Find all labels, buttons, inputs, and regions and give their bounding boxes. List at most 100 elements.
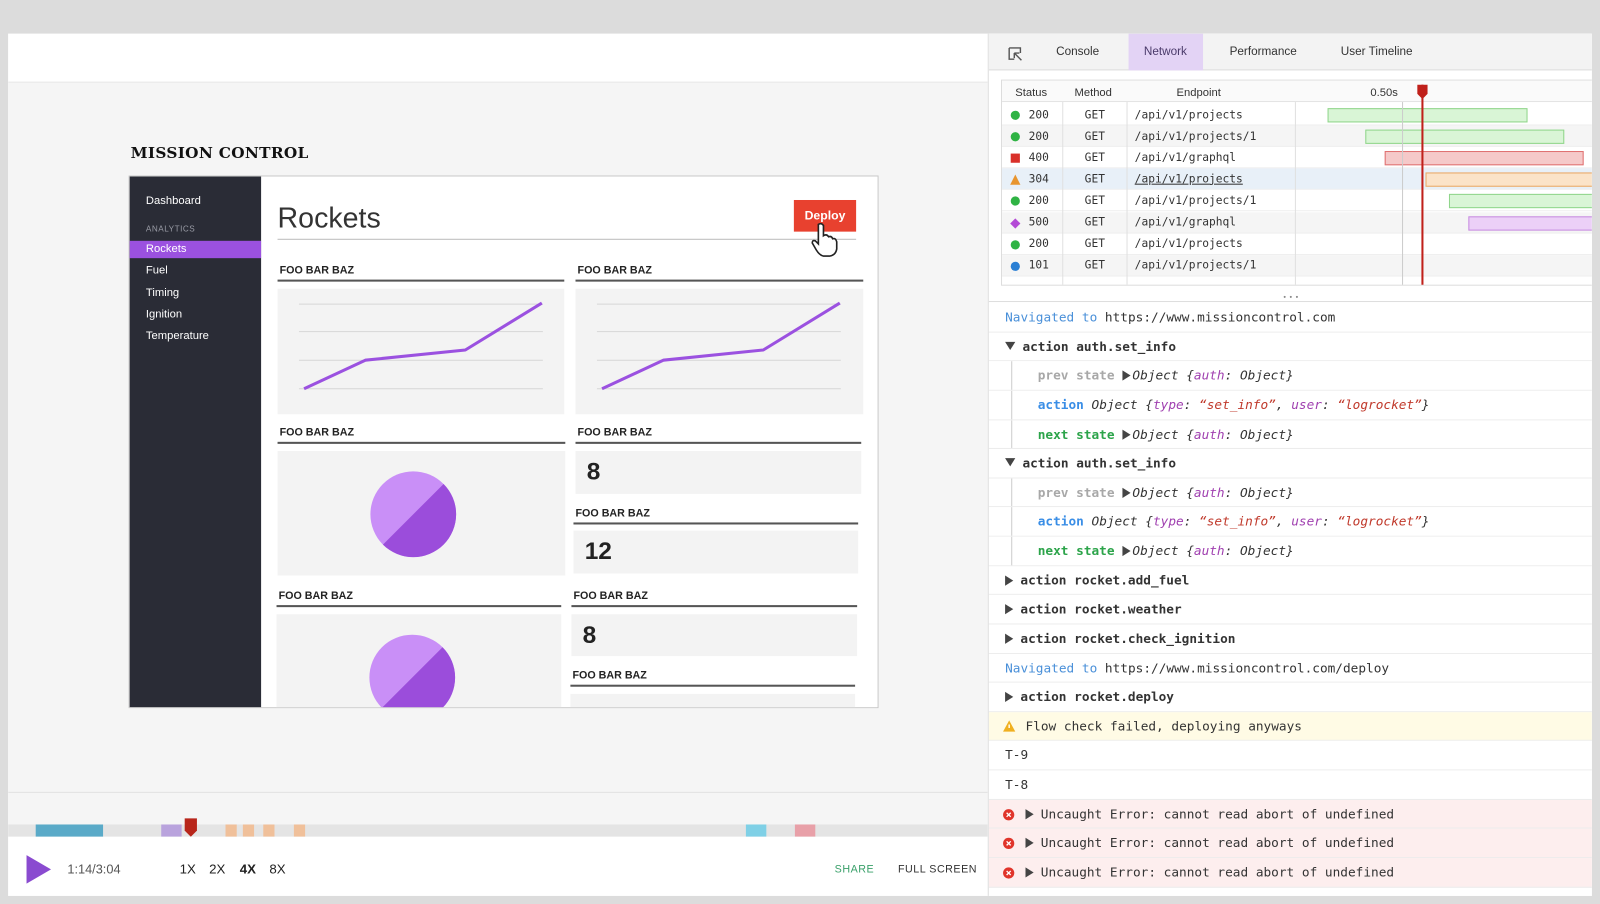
network-row[interactable]: 101 GET/api/v1/projects/1 — [1002, 254, 1592, 277]
detail-part: : Object} — [1224, 426, 1294, 442]
fullscreen-button[interactable]: FULL SCREEN — [897, 863, 978, 876]
expand-arrow[interactable] — [1122, 370, 1131, 381]
play-button[interactable] — [26, 855, 52, 884]
expand-arrow[interactable] — [1005, 341, 1016, 350]
sidebar-item[interactable]: Fuel — [145, 264, 168, 277]
handle-dot — [1295, 295, 1298, 298]
console-error[interactable]: Uncaught Error: cannot read abort of und… — [988, 828, 1592, 859]
console: Navigated to https://www.missioncontrol.… — [988, 303, 1592, 896]
detail-part: : Object} — [1224, 542, 1294, 559]
network-row[interactable]: 304 GET/api/v1/projects — [1002, 168, 1592, 191]
error-mark — [1006, 841, 1012, 847]
endpoint: /api/v1/projects — [1134, 236, 1243, 251]
devtools-tab[interactable]: User Timeline — [1340, 45, 1413, 59]
detail-part: , — [1275, 513, 1292, 529]
speed-option[interactable]: 2X — [209, 861, 226, 877]
waterfall-bar — [1468, 215, 1592, 231]
devtools-tab[interactable]: Console — [1056, 45, 1100, 59]
expand-arrow[interactable] — [1005, 458, 1016, 467]
action-name: rocket.add_fuel — [1074, 572, 1190, 588]
panel-divider — [988, 301, 1592, 303]
column-divider — [1062, 102, 1064, 285]
expand-arrow[interactable] — [1025, 808, 1034, 820]
sidebar-item[interactable]: Temperature — [145, 329, 209, 342]
action-label: action — [1020, 572, 1067, 588]
status-icon — [1010, 239, 1020, 250]
network-row[interactable]: 200 GET/api/v1/projects — [1002, 233, 1592, 255]
error-text: Uncaught Error: cannot read abort of und… — [1040, 835, 1395, 851]
expand-arrow[interactable] — [1005, 633, 1014, 644]
action-name: auth.set_info — [1076, 455, 1177, 471]
network-row[interactable]: 200 GET/api/v1/projects/1 — [1002, 125, 1592, 148]
console-error[interactable]: Uncaught Error: cannot read abort of und… — [988, 858, 1592, 888]
network-row[interactable]: 400 GET/api/v1/graphql — [1002, 147, 1592, 169]
share-button[interactable]: SHARE — [834, 863, 875, 876]
expand-arrow[interactable] — [1005, 604, 1014, 615]
detail-part: user — [1291, 513, 1322, 529]
tab-active — [1128, 33, 1204, 71]
timeline — [8, 824, 988, 837]
card-rule — [277, 441, 566, 444]
action-name: auth.set_info — [1076, 338, 1177, 354]
devtools-tab[interactable]: Performance — [1229, 45, 1297, 59]
speed-option[interactable]: 8X — [269, 861, 286, 877]
console-navigation: Navigated to https://www.missioncontrol.… — [988, 653, 1592, 683]
status-shape — [1010, 174, 1021, 185]
app-title: MISSION CONTROL — [130, 143, 309, 163]
detail-part: “set_info” — [1199, 513, 1276, 529]
warning-text: Flow check failed, deploying anyways — [1025, 718, 1302, 734]
playhead-shape — [1417, 84, 1428, 99]
method: GET — [1084, 193, 1105, 208]
network-row[interactable]: 500 GET/api/v1/graphql — [1002, 211, 1592, 234]
console-action[interactable]: action rocket.check_ignition — [988, 624, 1592, 654]
status-code: 200 — [1028, 236, 1049, 251]
timeline-event — [794, 824, 816, 837]
expand-arrow[interactable] — [1122, 545, 1131, 557]
network-row[interactable]: 200 GET/api/v1/projects/1 — [1002, 190, 1592, 212]
network-row[interactable]: 200 GET/api/v1/projects — [1002, 104, 1592, 126]
deploy-button[interactable]: Deploy — [793, 199, 857, 232]
card-body — [276, 614, 562, 708]
network-panel: Status Method Endpoint 0.50s 200 GET/api/v1/p… — [1001, 79, 1592, 286]
detail-key: action — [1037, 396, 1084, 413]
speed-option[interactable]: 4X — [239, 861, 257, 877]
console-action[interactable]: action rocket.weather — [988, 595, 1592, 625]
action-detail: prev state Object {auth: Object} — [988, 361, 1592, 391]
speed-option[interactable]: 1X — [179, 861, 196, 877]
app-header — [8, 33, 988, 83]
devtools-tab[interactable]: Network — [1143, 45, 1187, 59]
console-action[interactable]: action auth.set_info — [988, 449, 1592, 479]
console-action[interactable]: action auth.set_info — [988, 332, 1592, 362]
detail-part: } — [1421, 396, 1430, 413]
detail-part: Object { — [1132, 542, 1194, 559]
status-code: 200 — [1028, 129, 1049, 143]
detail-part: , — [1275, 396, 1292, 413]
detail-key: next state — [1037, 426, 1115, 442]
sidebar-item[interactable]: Timing — [145, 286, 180, 299]
endpoint: /api/v1/graphql — [1134, 215, 1237, 229]
expand-arrow[interactable] — [1025, 867, 1034, 878]
pie-slice — [382, 483, 457, 558]
expand-arrow[interactable] — [1122, 429, 1131, 440]
card-rule — [570, 684, 856, 687]
console-action[interactable]: action rocket.add_fuel — [988, 565, 1592, 596]
sidebar-item[interactable]: Rockets — [145, 242, 187, 256]
status-code: 400 — [1028, 150, 1049, 164]
expand-arrow[interactable] — [1005, 692, 1014, 703]
expand-arrow[interactable] — [1025, 838, 1034, 849]
expand-arrow[interactable] — [1122, 487, 1131, 498]
timeline-event — [161, 824, 182, 837]
console-action[interactable]: action rocket.deploy — [988, 682, 1592, 713]
app-frame: Dashboard ANALYTICS Rockets Fuel Timing Ignit… — [128, 175, 879, 709]
waterfall-bar — [1448, 194, 1592, 209]
handle-dot — [1283, 295, 1286, 298]
expand-arrow[interactable] — [1005, 575, 1014, 586]
sidebar-section: ANALYTICS — [145, 224, 196, 234]
sidebar-item[interactable]: Dashboard — [145, 194, 201, 208]
player-rule — [8, 791, 988, 793]
sidebar-item[interactable]: Ignition — [145, 308, 183, 321]
console-error[interactable]: Uncaught Error: cannot read abort of und… — [988, 799, 1592, 829]
timeline-event — [225, 824, 237, 837]
card-body — [277, 288, 565, 415]
